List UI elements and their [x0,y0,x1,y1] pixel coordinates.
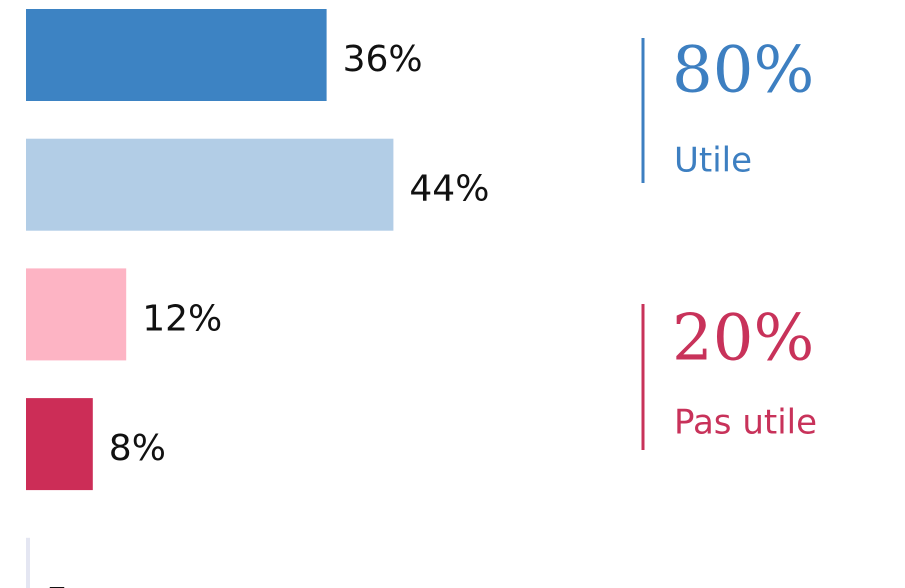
summary-value: 20% [672,302,814,376]
summary-text: Pas utile [674,403,817,443]
bar [26,268,127,361]
value-label: 44% [409,169,489,210]
bar [26,398,93,491]
value-label: 8% [109,428,166,469]
bar [26,9,327,101]
bar-placeholder [26,537,30,588]
bar [26,138,394,231]
value-label: – [48,566,66,588]
summary-value: 80% [672,34,814,108]
value-label: 12% [142,298,222,339]
value-label: 36% [343,39,423,80]
summary-text: Utile [674,141,752,181]
